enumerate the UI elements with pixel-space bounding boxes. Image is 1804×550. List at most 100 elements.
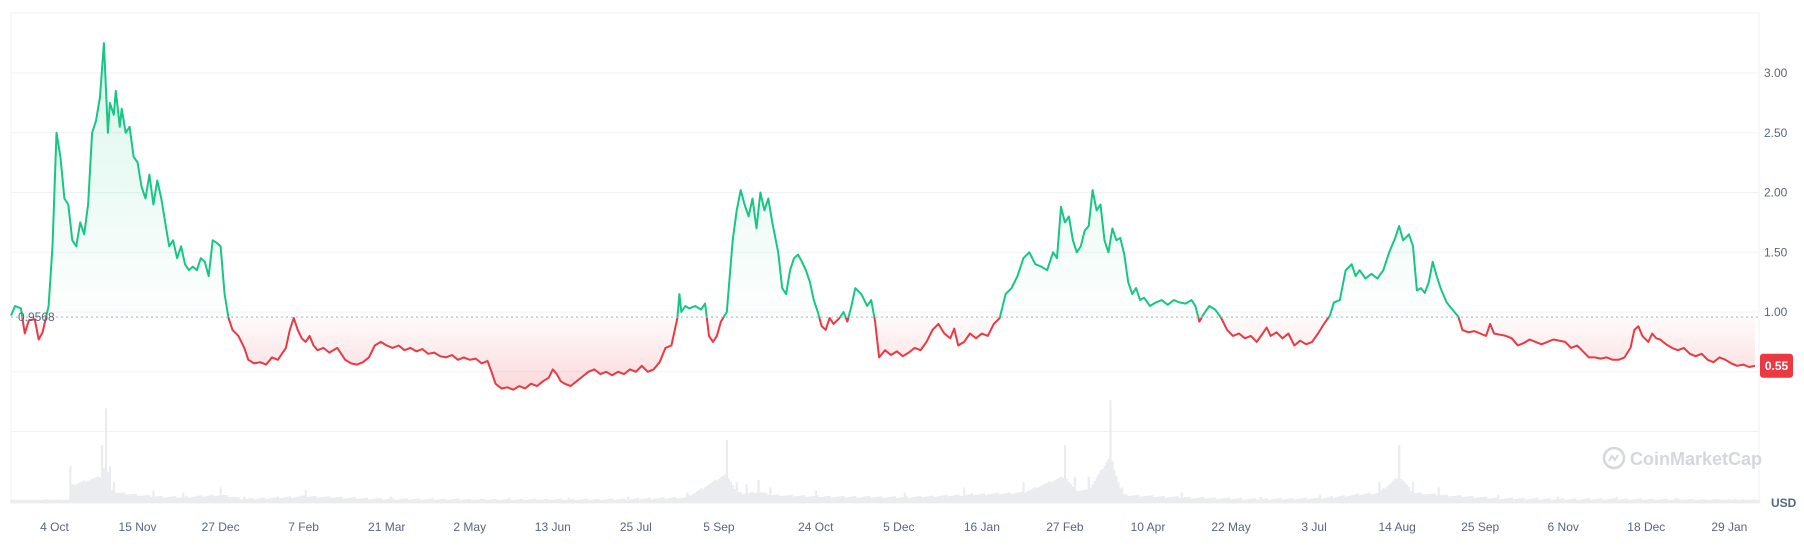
volume-bar	[951, 495, 954, 503]
volume-bar	[373, 498, 377, 503]
volume-bar	[773, 494, 776, 503]
volume-bar	[114, 493, 118, 503]
volume-bar	[1378, 482, 1381, 503]
volume-bar	[1111, 461, 1114, 503]
volume-bar	[884, 497, 887, 503]
volume-bar	[577, 499, 580, 503]
volume-bar	[443, 498, 446, 503]
volume-bar	[998, 494, 1001, 503]
volume-bar	[933, 497, 936, 503]
volume-bar	[520, 498, 523, 503]
volume-bar	[621, 498, 624, 503]
volume-bar	[678, 498, 681, 503]
volume-bar	[935, 496, 938, 503]
volume-bar	[37, 499, 40, 503]
volume-bar	[1728, 499, 1731, 503]
volume-bar	[334, 497, 337, 503]
volume-bar	[1684, 499, 1688, 503]
volume-bar	[431, 498, 434, 503]
volume-bar	[1257, 499, 1260, 503]
volume-bar	[1692, 499, 1695, 503]
volume-bar	[1506, 498, 1510, 503]
volume-bar	[144, 495, 147, 503]
volume-bar	[488, 499, 491, 503]
volume-bar	[535, 499, 539, 503]
volume-bar	[492, 499, 495, 503]
volume-bar	[1736, 499, 1739, 503]
volume-bar	[818, 497, 821, 503]
volume-bar	[696, 491, 699, 503]
volume-bar	[988, 494, 992, 503]
volume-bar	[791, 494, 794, 503]
volume-bar	[1609, 498, 1612, 503]
volume-bar	[1502, 498, 1506, 503]
volume-bar	[1489, 498, 1492, 503]
volume-bar	[1394, 478, 1397, 503]
price-line-down	[21, 317, 1756, 391]
grid-lines	[11, 72, 1759, 432]
volume-bar	[1431, 493, 1434, 503]
current-price-badge: 0.55	[1760, 353, 1793, 378]
volume-bar	[1708, 499, 1711, 503]
volume-bar	[1322, 498, 1326, 503]
volume-bar	[735, 482, 738, 503]
volume-bar	[1744, 499, 1747, 503]
volume-bar	[668, 498, 671, 503]
volume-bar	[79, 482, 82, 503]
volume-bar	[191, 497, 195, 503]
volume-bar	[816, 495, 819, 503]
volume-bar	[1069, 484, 1073, 503]
volume-bar	[899, 497, 903, 503]
volume-bar	[1285, 498, 1288, 503]
volume-bar	[156, 496, 159, 503]
volume-bar	[1415, 492, 1419, 503]
volume-bar	[569, 499, 572, 503]
volume-bar	[777, 494, 780, 503]
volume-bar	[1063, 445, 1067, 503]
volume-bar	[1174, 496, 1177, 503]
volume-bar	[974, 494, 978, 503]
volume-bar	[781, 495, 784, 503]
volume-bar	[235, 497, 238, 503]
volume-bar	[887, 497, 891, 503]
volume-bar	[889, 496, 893, 503]
volume-bar	[1095, 477, 1098, 503]
volume-bar	[1605, 499, 1608, 503]
volume-bar	[385, 499, 388, 503]
volume-bar	[652, 499, 655, 503]
volume-bar	[85, 481, 88, 503]
volume-bar	[1141, 496, 1144, 503]
volume-bar	[1059, 476, 1063, 503]
volume-bar	[923, 497, 926, 503]
volume-bar	[905, 496, 908, 503]
volume-bar	[516, 499, 519, 503]
volume-bar	[417, 498, 420, 503]
volume-bar	[674, 496, 677, 503]
volume-bar	[231, 497, 234, 503]
volume-bar	[356, 498, 359, 503]
volume-bar	[11, 499, 15, 503]
volume-bar	[1386, 486, 1389, 503]
volume-bar	[1220, 498, 1223, 503]
volume-bar	[124, 494, 127, 503]
volume-bar	[1413, 492, 1417, 503]
volume-bar	[642, 498, 645, 503]
volume-bar	[494, 498, 497, 503]
volume-bar	[391, 498, 394, 503]
volume-bar	[1704, 499, 1707, 503]
volume-bar	[1364, 493, 1367, 503]
volume-bar	[919, 495, 922, 503]
volume-bar	[986, 494, 990, 503]
volume-bar	[1447, 496, 1450, 503]
volume-bar	[1313, 498, 1316, 503]
volume-bar	[1669, 499, 1672, 503]
volume-bar	[978, 494, 982, 503]
volume-bar	[358, 498, 361, 503]
volume-bar	[271, 497, 274, 503]
volume-bar	[478, 499, 481, 503]
volume-bar	[1752, 499, 1755, 503]
volume-bar	[965, 494, 968, 503]
volume-bar	[832, 497, 835, 503]
volume-bar	[551, 499, 555, 503]
volume-bar	[1052, 481, 1055, 503]
